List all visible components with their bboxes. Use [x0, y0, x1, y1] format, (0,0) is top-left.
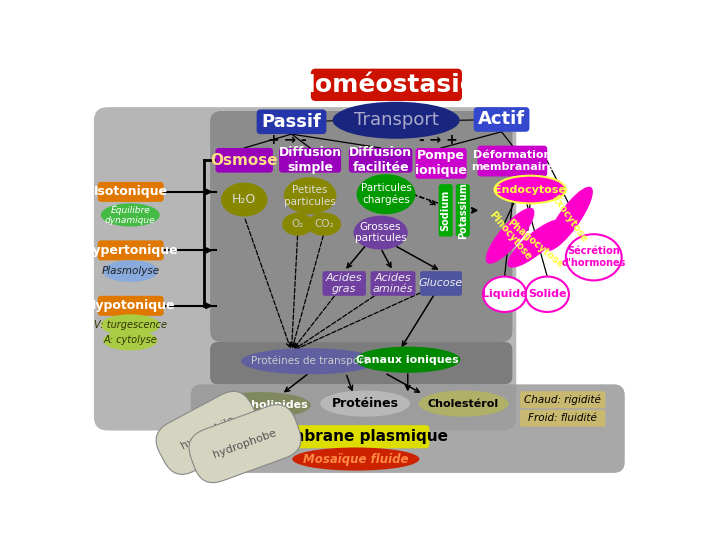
Text: Osmose: Osmose	[210, 153, 278, 168]
Text: Plasmolyse: Plasmolyse	[102, 266, 159, 276]
Text: Glucose: Glucose	[419, 279, 463, 288]
FancyBboxPatch shape	[94, 107, 516, 430]
Ellipse shape	[102, 260, 158, 282]
FancyBboxPatch shape	[311, 69, 462, 101]
Ellipse shape	[101, 314, 160, 336]
Text: V: turgescence: V: turgescence	[94, 320, 167, 330]
FancyBboxPatch shape	[420, 271, 462, 296]
FancyBboxPatch shape	[456, 184, 469, 237]
Ellipse shape	[221, 183, 267, 217]
FancyBboxPatch shape	[520, 392, 606, 408]
Ellipse shape	[486, 208, 534, 264]
FancyBboxPatch shape	[98, 182, 163, 202]
Text: Passif: Passif	[261, 113, 321, 131]
Text: Endocytose: Endocytose	[494, 185, 566, 194]
FancyBboxPatch shape	[210, 111, 513, 342]
Ellipse shape	[526, 276, 569, 312]
Text: Particules
chargées: Particules chargées	[361, 183, 412, 205]
Text: Cholestérol: Cholestérol	[428, 399, 499, 409]
Ellipse shape	[566, 234, 621, 280]
Text: + → -: + → -	[269, 133, 307, 147]
FancyBboxPatch shape	[98, 240, 163, 260]
Ellipse shape	[284, 177, 336, 214]
Text: Diffusion
simple: Diffusion simple	[279, 146, 342, 174]
Text: Chaud: rigidité: Chaud: rigidité	[524, 395, 601, 405]
Text: CO₂: CO₂	[314, 219, 334, 229]
Text: Homéostasie: Homéostasie	[295, 73, 478, 97]
Ellipse shape	[483, 276, 526, 312]
Text: hydrophile: hydrophile	[179, 415, 236, 451]
Text: Hypotonique: Hypotonique	[86, 299, 176, 312]
FancyBboxPatch shape	[520, 410, 606, 427]
Ellipse shape	[495, 176, 566, 204]
Text: Déformation
membranaire: Déformation membranaire	[471, 150, 554, 172]
FancyBboxPatch shape	[371, 271, 415, 296]
Text: Exocytose: Exocytose	[549, 193, 589, 244]
Text: Grosses
particules: Grosses particules	[355, 222, 407, 244]
Text: Solide: Solide	[528, 289, 567, 299]
FancyBboxPatch shape	[349, 148, 413, 173]
Ellipse shape	[355, 347, 461, 373]
Text: Sécrétion
d'hormones: Sécrétion d'hormones	[562, 246, 626, 268]
Text: Phospholipides: Phospholipides	[213, 400, 308, 410]
Text: - → +: - → +	[419, 133, 458, 147]
FancyBboxPatch shape	[279, 148, 341, 173]
FancyBboxPatch shape	[323, 271, 366, 296]
Text: Équilibre
dynamique: Équilibre dynamique	[105, 205, 156, 225]
FancyBboxPatch shape	[215, 148, 273, 173]
FancyBboxPatch shape	[415, 148, 467, 179]
Ellipse shape	[292, 448, 419, 470]
Text: Isotonique: Isotonique	[94, 185, 168, 198]
Text: O₂: O₂	[292, 219, 304, 229]
Ellipse shape	[356, 174, 415, 214]
Text: Protéines de transport: Protéines de transport	[251, 356, 368, 367]
Text: Diffusion
facilitée: Diffusion facilitée	[349, 146, 412, 174]
Text: Liquide: Liquide	[482, 289, 528, 299]
Ellipse shape	[333, 102, 459, 139]
Text: Froid: fluidité: Froid: fluidité	[528, 413, 597, 423]
FancyBboxPatch shape	[191, 384, 625, 473]
Text: Actif: Actif	[478, 111, 525, 129]
Ellipse shape	[103, 330, 158, 350]
Ellipse shape	[307, 213, 341, 236]
Text: Mosaïque fluide: Mosaïque fluide	[303, 453, 408, 465]
Text: Hypertonique: Hypertonique	[83, 244, 179, 257]
Text: Acides
aminés: Acides aminés	[373, 273, 413, 294]
Text: Phagocytose: Phagocytose	[505, 217, 566, 270]
Ellipse shape	[545, 187, 593, 251]
Text: Potassium: Potassium	[458, 182, 468, 239]
FancyBboxPatch shape	[256, 110, 326, 134]
Text: Canaux ioniques: Canaux ioniques	[356, 355, 459, 365]
Text: Acides
gras: Acides gras	[326, 273, 362, 294]
FancyBboxPatch shape	[210, 342, 513, 384]
FancyBboxPatch shape	[477, 146, 547, 177]
Ellipse shape	[354, 215, 408, 249]
Text: H₂O: H₂O	[232, 193, 256, 206]
Ellipse shape	[418, 390, 508, 417]
Text: Transport: Transport	[354, 111, 438, 129]
Text: hydrophobe: hydrophobe	[212, 428, 278, 460]
FancyBboxPatch shape	[282, 425, 429, 448]
Ellipse shape	[282, 213, 313, 236]
Text: Membrane plasmique: Membrane plasmique	[264, 429, 449, 444]
Ellipse shape	[241, 348, 377, 374]
FancyBboxPatch shape	[474, 107, 529, 132]
Text: A: cytolyse: A: cytolyse	[104, 335, 157, 346]
Ellipse shape	[508, 219, 564, 268]
Text: Sodium: Sodium	[441, 190, 451, 231]
Text: Protéines: Protéines	[332, 397, 399, 410]
Text: Petites
particules: Petites particules	[284, 185, 336, 206]
Ellipse shape	[320, 390, 410, 417]
Text: Pompe
ionique: Pompe ionique	[415, 150, 467, 177]
FancyBboxPatch shape	[438, 184, 453, 237]
Text: Pinocytose: Pinocytose	[487, 210, 534, 262]
Ellipse shape	[210, 392, 311, 418]
FancyBboxPatch shape	[98, 296, 163, 316]
Ellipse shape	[101, 204, 160, 226]
